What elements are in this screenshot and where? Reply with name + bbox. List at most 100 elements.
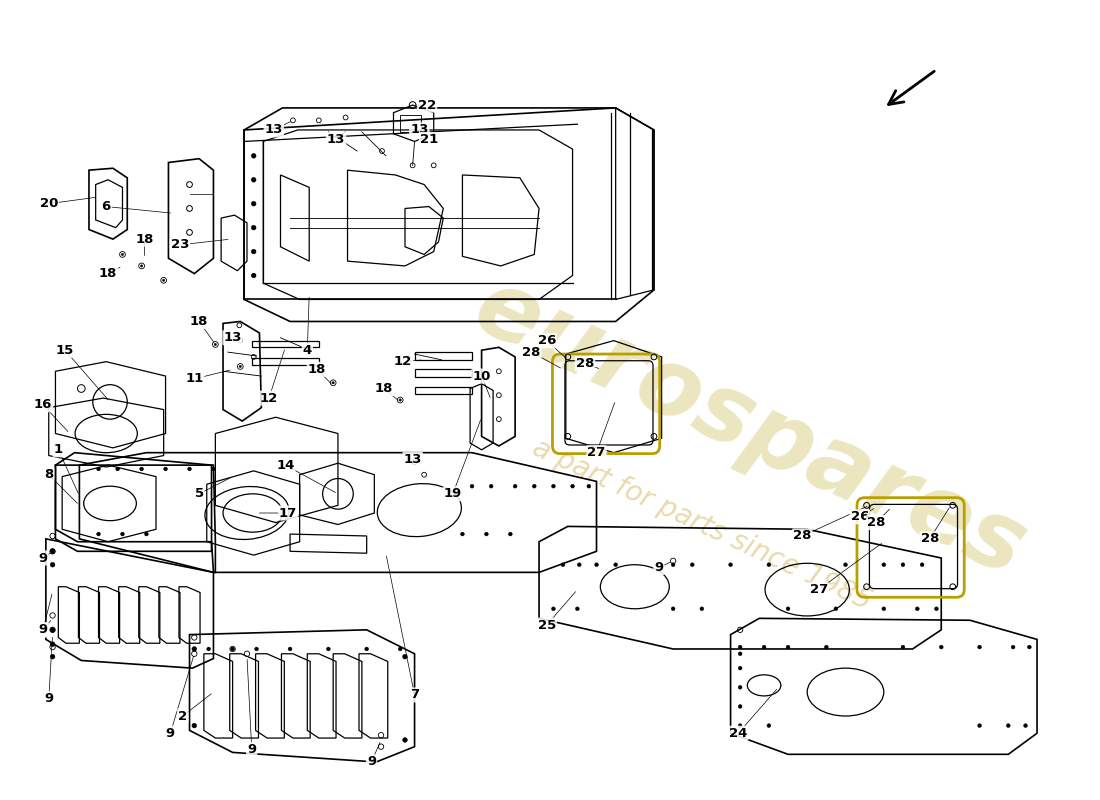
Text: 5: 5	[195, 487, 204, 500]
Circle shape	[211, 467, 216, 471]
Circle shape	[514, 484, 517, 488]
Circle shape	[484, 532, 488, 536]
Circle shape	[691, 562, 694, 566]
Text: 27: 27	[587, 446, 606, 459]
Circle shape	[251, 178, 256, 182]
Text: 28: 28	[793, 530, 812, 542]
Text: 3: 3	[39, 623, 47, 636]
Circle shape	[191, 646, 197, 651]
Text: 13: 13	[404, 453, 421, 466]
Circle shape	[901, 645, 905, 649]
Circle shape	[188, 467, 191, 471]
Text: eurospares: eurospares	[460, 261, 1040, 597]
Text: 16: 16	[34, 398, 52, 411]
Text: 1: 1	[54, 443, 63, 456]
Text: 9: 9	[248, 743, 256, 756]
Circle shape	[614, 562, 617, 566]
Text: 19: 19	[443, 487, 462, 500]
Text: 13: 13	[223, 331, 242, 344]
Circle shape	[254, 647, 258, 651]
Circle shape	[399, 399, 402, 401]
Text: 9: 9	[44, 692, 53, 706]
Circle shape	[140, 467, 143, 471]
Circle shape	[365, 647, 369, 651]
Circle shape	[728, 562, 733, 566]
Text: 18: 18	[135, 233, 154, 246]
Text: 20: 20	[40, 197, 58, 210]
Text: 8: 8	[44, 468, 54, 481]
Circle shape	[939, 645, 943, 649]
Circle shape	[786, 645, 790, 649]
Circle shape	[921, 562, 924, 566]
Text: 9: 9	[654, 561, 663, 574]
Text: 25: 25	[538, 618, 556, 631]
Circle shape	[901, 562, 905, 566]
Text: 10: 10	[472, 370, 491, 382]
Circle shape	[571, 484, 574, 488]
Text: 4: 4	[302, 344, 312, 357]
Circle shape	[231, 647, 234, 651]
Text: 28: 28	[921, 532, 939, 546]
Circle shape	[978, 724, 981, 727]
Circle shape	[508, 532, 513, 536]
Circle shape	[141, 265, 143, 267]
Circle shape	[738, 666, 742, 670]
Text: 7: 7	[410, 689, 419, 702]
Circle shape	[490, 484, 493, 488]
Text: 28: 28	[575, 357, 594, 370]
Circle shape	[163, 279, 165, 282]
Circle shape	[144, 532, 148, 536]
Circle shape	[251, 226, 256, 230]
Circle shape	[251, 249, 256, 254]
Circle shape	[738, 686, 742, 690]
Text: 14: 14	[276, 458, 295, 472]
Text: 9: 9	[39, 551, 47, 565]
Circle shape	[738, 645, 742, 649]
Text: 18: 18	[190, 315, 208, 328]
Circle shape	[164, 467, 167, 471]
Text: 27: 27	[810, 583, 828, 596]
Text: 11: 11	[185, 373, 204, 386]
Circle shape	[239, 366, 241, 368]
Circle shape	[532, 484, 536, 488]
Circle shape	[935, 607, 938, 610]
Circle shape	[51, 642, 55, 646]
Circle shape	[332, 382, 334, 384]
Circle shape	[288, 647, 292, 651]
Circle shape	[1011, 645, 1015, 649]
Circle shape	[51, 562, 55, 567]
Text: 28: 28	[867, 516, 886, 529]
Text: 22: 22	[418, 98, 436, 111]
Circle shape	[398, 647, 403, 651]
Circle shape	[575, 607, 580, 610]
Circle shape	[403, 654, 407, 659]
Text: 9: 9	[367, 755, 376, 769]
Text: 13: 13	[265, 123, 283, 137]
Text: 21: 21	[420, 133, 438, 146]
Circle shape	[978, 645, 981, 649]
Circle shape	[1027, 645, 1032, 649]
Circle shape	[882, 562, 886, 566]
Circle shape	[1024, 724, 1027, 727]
Circle shape	[191, 723, 197, 728]
Circle shape	[403, 738, 407, 742]
Text: 17: 17	[279, 506, 297, 519]
Circle shape	[461, 532, 464, 536]
Circle shape	[470, 484, 474, 488]
Circle shape	[97, 467, 100, 471]
Circle shape	[786, 607, 790, 610]
Circle shape	[738, 705, 742, 708]
Circle shape	[915, 607, 920, 610]
Text: 18: 18	[375, 382, 393, 395]
Text: 18: 18	[99, 267, 118, 280]
Text: 26: 26	[850, 510, 869, 523]
Text: 6: 6	[101, 200, 111, 213]
Text: 18: 18	[308, 363, 326, 376]
Circle shape	[824, 645, 828, 649]
Text: a part for parts since 1985: a part for parts since 1985	[528, 434, 876, 615]
Circle shape	[207, 647, 210, 651]
Circle shape	[671, 607, 675, 610]
Circle shape	[214, 343, 217, 346]
Text: 13: 13	[327, 133, 345, 146]
Circle shape	[97, 532, 100, 536]
